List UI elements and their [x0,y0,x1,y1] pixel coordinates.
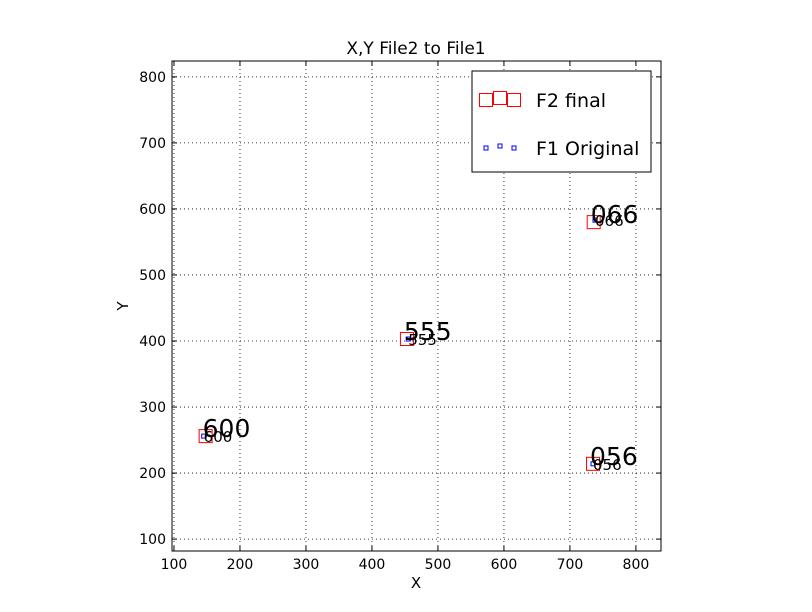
marker [483,145,489,151]
y-tick-label: 100 [139,532,166,548]
chart-title: X,Y File2 to File1 [346,39,485,59]
marker [198,429,213,444]
legend-label: F1 Original [536,138,639,160]
x-axis-label: X [411,574,421,592]
y-tick-label: 500 [139,268,166,284]
marker [507,93,521,107]
x-tick-label: 600 [491,557,518,573]
marker [493,91,507,105]
x-tick-label: 700 [557,557,584,573]
marker [592,217,598,223]
y-tick-label: 300 [139,400,166,416]
point-label: 600 [203,414,251,443]
point-label: 600 [204,428,233,446]
marker [497,143,503,149]
point-label: 066 [595,212,624,230]
y-tick-label: 600 [139,202,166,218]
y-tick-label: 400 [139,334,166,350]
marker [201,433,207,439]
marker [479,93,493,107]
marker [590,461,596,467]
x-tick-label: 300 [293,557,320,573]
point-label: 555 [408,331,437,349]
point-label: 555 [404,317,452,346]
y-tick-label: 700 [139,136,166,152]
marker [586,456,601,471]
point-label: 066 [591,200,639,229]
x-tick-label: 100 [161,557,188,573]
x-tick-label: 800 [623,557,650,573]
legend-label: F2 final [536,90,606,112]
marker [586,215,601,230]
plot-frame [171,60,662,552]
y-axis-label: Y [114,301,132,312]
x-tick-label: 500 [425,557,452,573]
marker [511,145,517,151]
y-tick-label: 200 [139,466,166,482]
point-label: 056 [593,456,622,474]
marker [405,336,411,342]
x-tick-label: 400 [359,557,386,573]
point-label: 056 [590,442,638,471]
x-tick-label: 200 [227,557,254,573]
marker [399,332,414,347]
legend-frame [471,70,652,173]
y-tick-label: 800 [139,70,166,86]
